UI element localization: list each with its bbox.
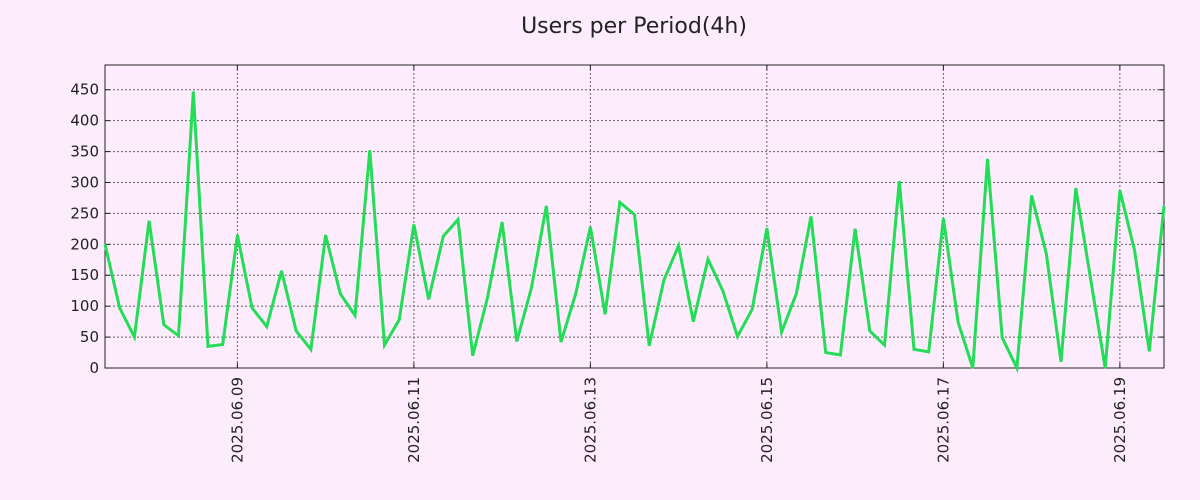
data-point bbox=[1089, 277, 1091, 279]
x-tick-label: 2025.06.09 bbox=[228, 377, 246, 463]
data-point bbox=[266, 326, 268, 328]
data-point bbox=[236, 234, 238, 236]
data-point bbox=[795, 293, 797, 295]
x-tick-label: 2025.06.13 bbox=[581, 377, 599, 463]
data-point bbox=[854, 228, 856, 230]
data-point bbox=[1148, 350, 1150, 352]
data-point bbox=[383, 344, 385, 346]
data-point bbox=[207, 345, 209, 347]
data-point bbox=[1031, 194, 1033, 196]
data-point bbox=[442, 235, 444, 237]
series-line bbox=[103, 91, 1166, 374]
x-tick-label: 2025.06.11 bbox=[405, 377, 423, 463]
data-point bbox=[825, 352, 827, 354]
data-point bbox=[928, 351, 930, 353]
data-point bbox=[589, 226, 591, 228]
y-tick-label: 100 bbox=[70, 297, 99, 315]
data-point bbox=[531, 287, 533, 289]
data-point bbox=[678, 245, 680, 247]
data-point bbox=[192, 91, 194, 93]
data-point bbox=[457, 219, 459, 221]
y-tick-label: 350 bbox=[70, 143, 99, 161]
data-point bbox=[619, 201, 621, 203]
y-tick-label: 400 bbox=[70, 112, 99, 130]
data-point bbox=[604, 313, 606, 315]
data-point bbox=[634, 214, 635, 216]
chart-title: Users per Period(4h) bbox=[521, 14, 747, 39]
data-point bbox=[369, 149, 371, 151]
data-point bbox=[428, 298, 430, 300]
y-tick-label: 0 bbox=[89, 359, 99, 377]
data-point bbox=[884, 344, 886, 346]
x-tick-label: 2025.06.19 bbox=[1111, 377, 1129, 463]
data-point bbox=[1119, 190, 1121, 192]
data-point bbox=[281, 270, 282, 272]
data-point bbox=[222, 344, 224, 346]
data-point bbox=[913, 348, 915, 350]
data-point bbox=[413, 224, 415, 226]
y-tick-label: 150 bbox=[70, 266, 99, 284]
x-tick-label: 2025.06.17 bbox=[934, 377, 952, 463]
data-point bbox=[1134, 250, 1136, 252]
y-tick-label: 250 bbox=[70, 204, 99, 222]
data-point bbox=[339, 293, 341, 295]
data-point bbox=[398, 319, 400, 321]
data-point bbox=[648, 345, 650, 347]
data-point bbox=[560, 341, 562, 343]
data-point bbox=[163, 324, 165, 326]
data-point bbox=[516, 340, 518, 342]
data-point bbox=[472, 355, 474, 357]
y-tick-label: 200 bbox=[70, 235, 99, 253]
data-point bbox=[692, 321, 694, 323]
data-point bbox=[133, 336, 135, 338]
data-point bbox=[707, 258, 709, 260]
data-point bbox=[972, 367, 974, 369]
data-point bbox=[663, 279, 665, 281]
data-point bbox=[1045, 253, 1047, 255]
data-point bbox=[104, 243, 106, 245]
y-tick-label: 450 bbox=[70, 81, 99, 99]
data-point bbox=[942, 217, 944, 219]
data-point bbox=[1163, 205, 1165, 207]
y-tick-label: 50 bbox=[80, 328, 99, 346]
y-tick-label: 300 bbox=[70, 173, 99, 191]
data-point bbox=[1075, 187, 1077, 189]
data-point bbox=[325, 234, 327, 236]
data-point bbox=[957, 321, 959, 323]
data-point bbox=[486, 297, 488, 299]
data-point bbox=[178, 335, 180, 337]
data-point bbox=[839, 354, 841, 356]
data-point bbox=[987, 158, 988, 160]
x-tick-label: 2025.06.15 bbox=[758, 377, 776, 463]
data-point bbox=[898, 180, 900, 182]
data-point bbox=[751, 308, 753, 310]
data-point bbox=[810, 216, 812, 217]
data-point bbox=[148, 220, 150, 222]
data-point bbox=[119, 307, 121, 309]
data-point bbox=[766, 227, 768, 229]
data-point bbox=[722, 290, 724, 292]
data-point bbox=[1016, 367, 1018, 369]
data-point bbox=[251, 307, 253, 309]
data-point bbox=[310, 348, 312, 350]
data-point bbox=[575, 293, 577, 295]
data-point bbox=[869, 330, 871, 332]
data-point bbox=[354, 314, 356, 316]
data-point bbox=[1060, 361, 1062, 363]
data-point bbox=[1104, 367, 1106, 369]
data-point bbox=[295, 330, 297, 332]
data-point bbox=[1001, 337, 1003, 339]
data-point bbox=[736, 335, 738, 337]
data-point bbox=[501, 221, 503, 223]
data-point bbox=[781, 331, 783, 333]
data-point bbox=[545, 205, 547, 207]
